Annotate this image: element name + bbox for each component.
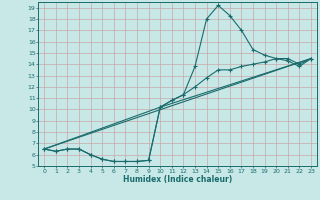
X-axis label: Humidex (Indice chaleur): Humidex (Indice chaleur) (123, 175, 232, 184)
